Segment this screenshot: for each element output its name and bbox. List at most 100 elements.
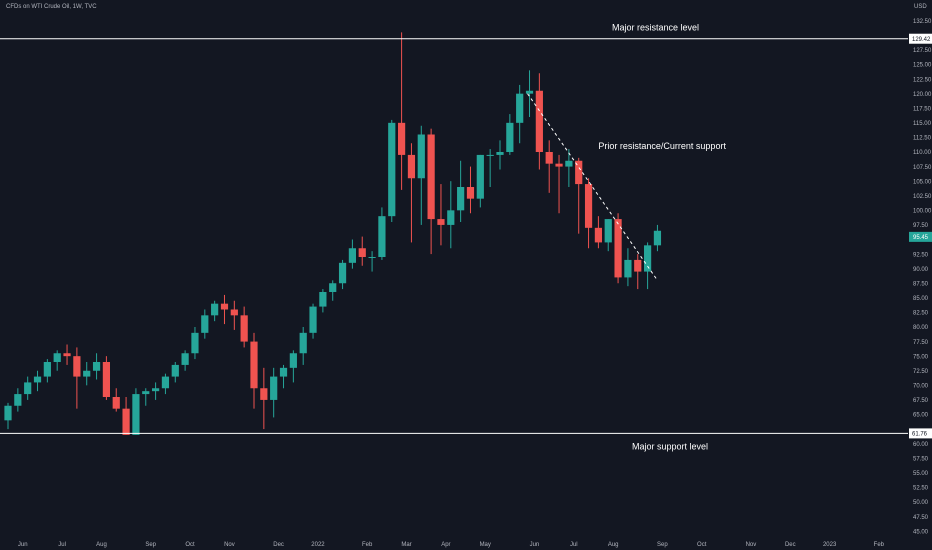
candle-body-up [378, 216, 386, 257]
last-price-label: 95.45 [913, 235, 929, 241]
y-tick-label: 60.00 [913, 442, 929, 448]
candle-body-down [575, 160, 583, 185]
candle-body-down [240, 315, 248, 342]
candle-body-up [201, 315, 209, 333]
x-tick-label: 2022 [311, 542, 325, 548]
y-tick-label: 85.00 [913, 296, 929, 302]
candle-body-up [476, 154, 484, 199]
candle-body-down [73, 356, 81, 377]
candle-body-up [43, 362, 51, 377]
x-tick-label: Dec [785, 542, 796, 548]
y-tick-label: 122.50 [913, 77, 932, 83]
y-tick-label: 102.50 [913, 194, 932, 200]
candle-body-down [535, 90, 543, 152]
candle-body-up [132, 394, 140, 435]
candle-body-down [634, 259, 642, 272]
candle-body-down [614, 219, 622, 278]
y-tick-label: 120.00 [913, 92, 932, 98]
x-tick-label: Apr [441, 542, 450, 548]
x-tick-label: Jul [58, 542, 66, 548]
x-axis[interactable]: Jun Jul Aug Sep Oct Nov Dec 2022 Feb Mar Apr May Jun… [18, 542, 885, 548]
y-tick-label: 52.50 [913, 486, 929, 492]
y-tick-label: 67.50 [913, 398, 929, 404]
x-tick-label: Jul [570, 542, 578, 548]
candle-body-up [279, 367, 288, 377]
overlays-layer: Major resistance level 129.42 Major suppor… [0, 23, 932, 451]
support-price-tag [909, 428, 932, 439]
x-tick-label: Oct [697, 542, 707, 548]
candle-body-up [329, 283, 337, 292]
x-tick-label: Jun [530, 542, 540, 548]
candle-body-up [417, 134, 425, 179]
y-tick-label: 105.00 [913, 179, 932, 185]
candle-body-down [437, 219, 445, 225]
candle-body-up [4, 405, 12, 421]
candle-body-up [565, 160, 573, 167]
candle-body-down [466, 187, 475, 199]
y-axis[interactable]: 132.50 127.50 125.00 122.50 120.00 117.50 115.… [909, 19, 932, 535]
y-tick-label: 87.50 [913, 281, 929, 287]
x-tick-label: Nov [224, 542, 235, 548]
y-tick-label: 125.00 [913, 63, 932, 69]
candle-body-up [142, 391, 150, 395]
x-tick-label: Dec [273, 542, 284, 548]
y-tick-label: 72.50 [913, 369, 929, 375]
candle-body-down [102, 362, 110, 397]
candle-body-up [447, 210, 455, 225]
x-tick-label: Feb [362, 542, 373, 548]
y-tick-label: 90.00 [913, 267, 929, 273]
y-tick-label: 75.00 [913, 354, 929, 360]
candles-layer [4, 32, 662, 435]
candle-body-down [594, 227, 602, 243]
y-tick-label: 47.50 [913, 515, 929, 521]
resistance-price-tag [909, 33, 932, 44]
y-tick-label: 115.00 [913, 121, 932, 127]
y-tick-label: 117.50 [913, 106, 932, 112]
candle-body-up [516, 93, 524, 123]
trendline-dashed [527, 93, 658, 281]
candle-body-up [319, 292, 327, 307]
candle-body-up [486, 154, 494, 156]
candle-body-down [112, 397, 120, 409]
y-tick-label: 92.50 [913, 252, 929, 258]
candle-body-down [220, 303, 229, 310]
support-price-tag-label: 61.76 [912, 432, 928, 438]
x-tick-label: 2023 [823, 542, 837, 548]
support-annotation: Major support level [632, 441, 708, 451]
candle-body-up [653, 230, 662, 246]
candle-body-up [191, 332, 199, 354]
y-tick-label: 112.50 [913, 136, 932, 142]
x-tick-label: May [480, 542, 491, 548]
y-tick-label: 77.50 [913, 340, 929, 346]
y-tick-label: 100.00 [913, 209, 932, 215]
candle-body-up [24, 382, 32, 395]
x-tick-label: Feb [874, 542, 885, 548]
candle-body-up [211, 303, 219, 316]
candle-body-up [161, 376, 170, 389]
candle-body-down [63, 353, 71, 357]
y-tick-label: 65.00 [913, 413, 929, 419]
x-tick-label: Oct [185, 542, 195, 548]
candle-body-up [368, 257, 376, 258]
candle-body-up [525, 90, 534, 94]
candle-body-down [250, 341, 258, 389]
candle-body-up [457, 187, 465, 211]
y-tick-label: 107.50 [913, 165, 932, 171]
candle-body-up [604, 219, 612, 243]
y-tick-label: 45.00 [913, 529, 929, 535]
candle-body-down [545, 152, 553, 164]
y-tick-label: 57.50 [913, 456, 929, 462]
candle-body-up [348, 248, 356, 263]
candle-body-down [230, 309, 238, 316]
candle-body-up [644, 245, 652, 272]
x-tick-label: Nov [746, 542, 757, 548]
y-tick-label: 80.00 [913, 325, 929, 331]
candle-body-up [53, 353, 61, 362]
y-tick-label: 55.00 [913, 471, 929, 477]
candle-body-up [181, 353, 189, 365]
x-tick-label: Aug [608, 542, 619, 548]
symbol-title: CFDs on WTI Crude Oil, 1W, TVC [6, 4, 97, 10]
x-tick-label: Sep [657, 542, 668, 548]
candle-body-up [14, 394, 22, 406]
